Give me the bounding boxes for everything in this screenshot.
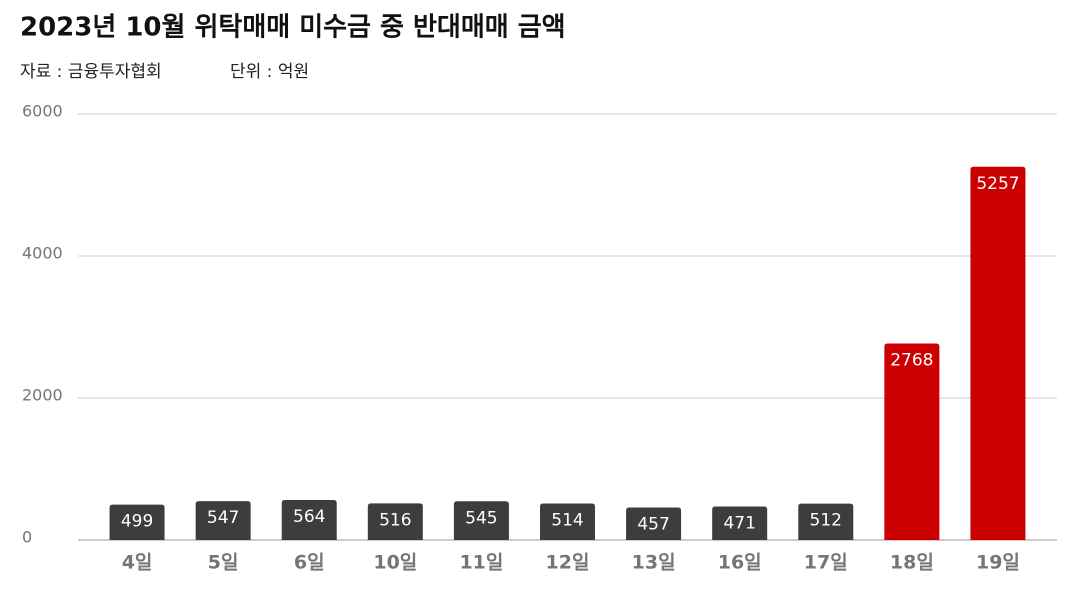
bar — [281, 499, 337, 540]
x-tick-label: 5일 — [208, 552, 239, 574]
bar — [195, 501, 251, 540]
data-label: 471 — [723, 514, 755, 534]
y-tick-label: 4000 — [22, 244, 63, 263]
data-label: 514 — [551, 511, 583, 531]
x-tick-label: 11일 — [459, 552, 503, 574]
x-tick-label: 12일 — [546, 552, 590, 574]
bar — [798, 503, 854, 540]
bar — [109, 504, 165, 540]
bar — [540, 503, 595, 540]
x-tick-label: 16일 — [718, 552, 762, 574]
unit-note: 단위 : 억원 — [230, 62, 309, 82]
data-label: 512 — [810, 511, 842, 531]
x-tick-label: 4일 — [122, 552, 153, 574]
bar — [367, 503, 423, 540]
bar — [626, 507, 682, 540]
chart-title: 2023년 10월 위탁매매 미수금 중 반대매매 금액 — [20, 13, 566, 43]
x-tick-label: 13일 — [632, 552, 676, 574]
y-tick-label: 2000 — [22, 386, 63, 405]
data-label: 547 — [207, 508, 239, 528]
data-label: 564 — [293, 507, 325, 527]
bar — [453, 501, 509, 540]
data-label: 2768 — [890, 350, 933, 370]
data-label: 499 — [121, 512, 153, 532]
x-tick-label: 19일 — [976, 552, 1020, 574]
data-label: 5257 — [976, 174, 1019, 194]
source-note: 자료 : 금융투자협회 — [20, 62, 162, 82]
x-tick-label: 6일 — [294, 552, 325, 574]
data-label: 545 — [465, 508, 497, 528]
data-label: 516 — [379, 510, 411, 530]
x-tick-label: 17일 — [804, 552, 848, 574]
bar — [970, 166, 1026, 541]
y-tick-label: 6000 — [22, 102, 63, 121]
y-tick-label: 0 — [22, 528, 32, 547]
bar — [712, 506, 768, 540]
x-tick-label: 18일 — [890, 552, 934, 574]
x-tick-label: 10일 — [373, 552, 417, 574]
bar — [884, 343, 940, 540]
data-label: 457 — [637, 515, 669, 535]
